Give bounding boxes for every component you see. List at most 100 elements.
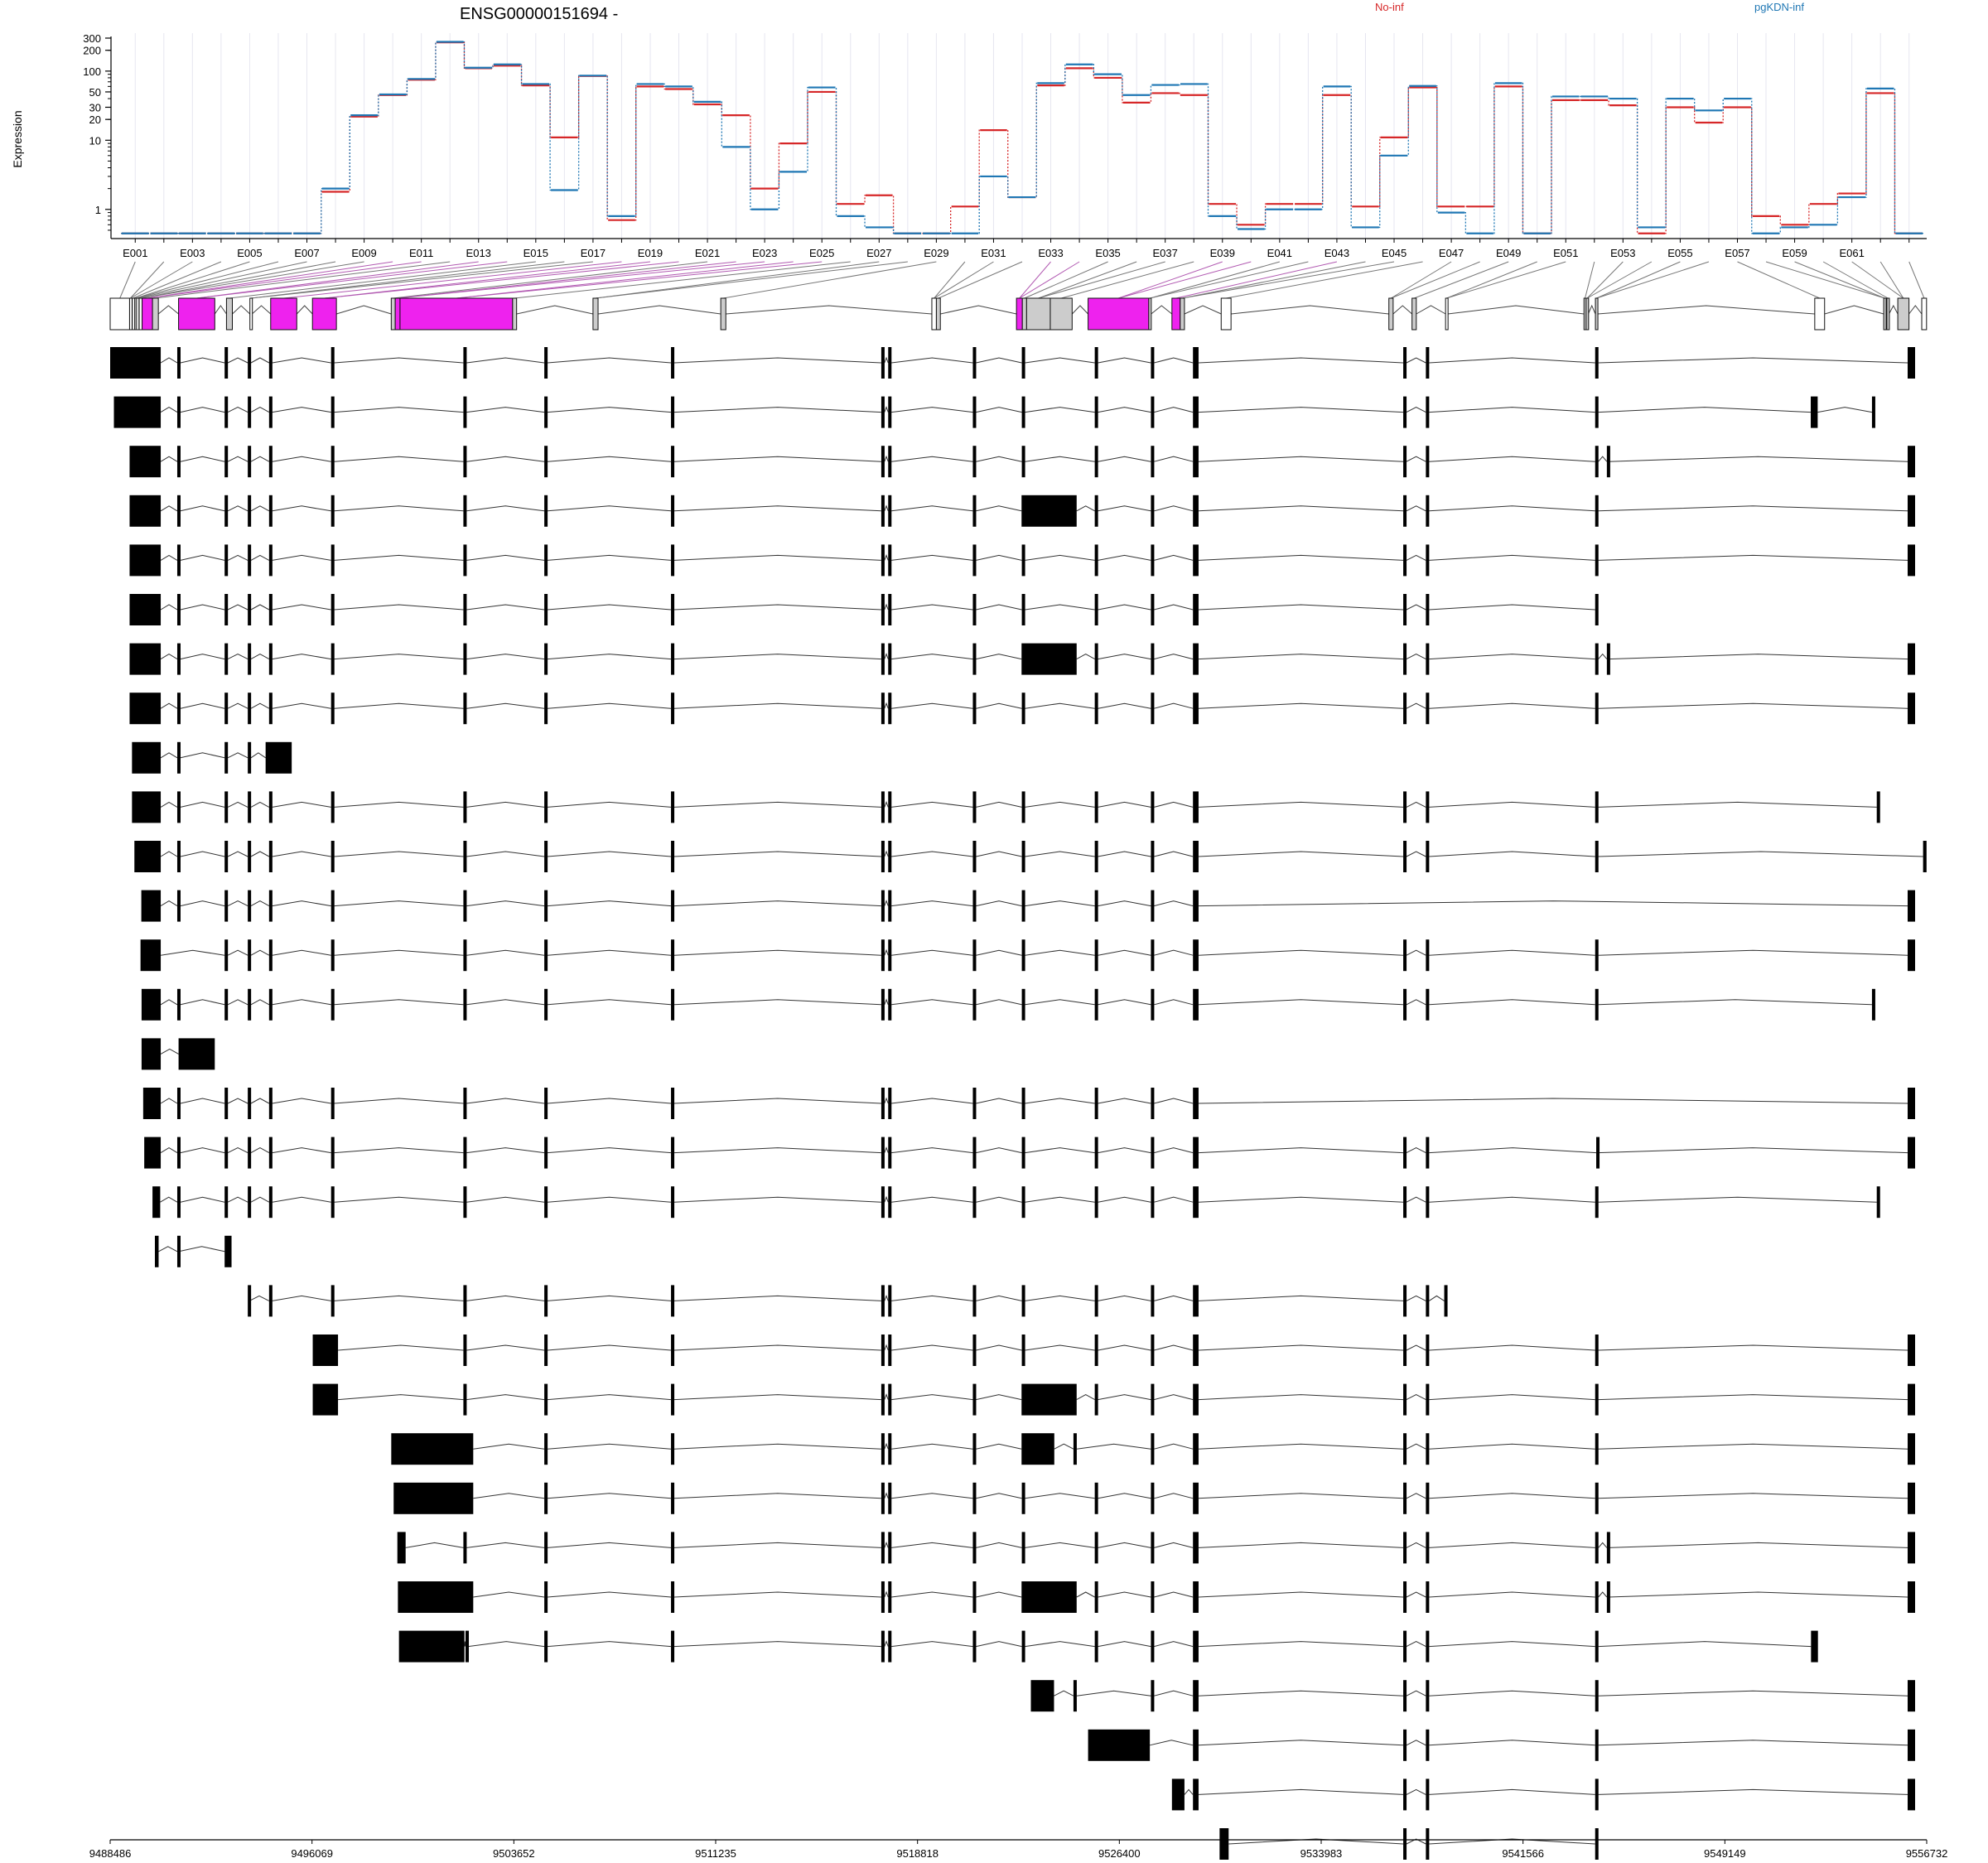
transcript-exon [1595, 1581, 1599, 1613]
transcript-exon [331, 988, 335, 1021]
transcript [312, 1383, 1915, 1416]
transcript-exon [1595, 1186, 1599, 1219]
transcript [129, 544, 1915, 577]
model-exon [720, 297, 726, 331]
intron-line [250, 407, 270, 413]
exon-label: E045 [1382, 247, 1407, 259]
exon-connector [130, 261, 165, 299]
transcript-exon [268, 890, 273, 922]
intron-line [976, 357, 1022, 364]
intron-line [334, 999, 464, 1006]
transcript-exon [888, 1433, 892, 1465]
transcript-exon [1426, 495, 1430, 527]
transcript-exon [1595, 791, 1599, 823]
transcript-exon [1151, 1433, 1155, 1465]
exon-label: E021 [695, 247, 720, 259]
transcript-exon [1193, 1779, 1199, 1811]
intron-line [1025, 1196, 1095, 1203]
y-tick-label: 1 [95, 204, 101, 216]
intron-line [1406, 456, 1426, 462]
exon-label: E043 [1325, 247, 1349, 259]
intron-line [673, 801, 881, 808]
intron-line [976, 702, 1022, 709]
transcript-exon [1907, 1383, 1915, 1416]
transcript-exon [972, 1088, 977, 1119]
transcript-exon [331, 791, 335, 823]
model-exon [592, 297, 599, 331]
intron-line [1198, 999, 1404, 1006]
transcript-exon [224, 1186, 229, 1219]
transcript-exon [393, 1482, 474, 1514]
transcript-exon [1193, 594, 1199, 625]
transcript-exon [1193, 1729, 1199, 1761]
transcript-exon [224, 988, 229, 1021]
intron-line [466, 1295, 545, 1301]
transcript-exon [888, 1335, 892, 1366]
transcript-exon [1426, 1482, 1430, 1514]
intron-line [272, 407, 331, 413]
intron-line [1198, 702, 1404, 709]
transcript-exon [544, 347, 548, 379]
transcript-exon [1094, 1137, 1098, 1169]
transcript-exon [331, 1137, 335, 1169]
intron-line [1598, 1690, 1908, 1696]
transcript-exon [331, 1285, 335, 1317]
transcript-exon [1426, 1779, 1430, 1811]
intron-line [1429, 1394, 1595, 1401]
transcript-exon [544, 988, 548, 1021]
intron-line [940, 305, 1017, 315]
legend-entry-no-inf: No-inf [1375, 1, 1404, 13]
intron-line [976, 1443, 1022, 1450]
intron-line [334, 456, 464, 462]
transcript-exon [176, 1235, 181, 1267]
intron-line [673, 999, 881, 1006]
transcript-exon [544, 495, 548, 527]
intron-line [227, 752, 248, 759]
model-exon [1171, 297, 1181, 331]
intron-line [1429, 1740, 1595, 1746]
transcript-exon [881, 495, 885, 527]
transcript-exon [1403, 1137, 1407, 1169]
transcript-exon [881, 1532, 885, 1564]
intron-line [516, 305, 594, 315]
intron-line [1025, 554, 1095, 561]
transcript-exon [1094, 544, 1098, 577]
transcript-exon [1403, 1285, 1407, 1317]
intron-line [250, 900, 270, 907]
transcript-exon [176, 741, 181, 774]
intron-line [884, 1393, 889, 1400]
transcript-exon [1403, 1335, 1407, 1366]
transcript-exon [268, 1186, 273, 1219]
intron-line [466, 1196, 545, 1203]
exon-connector [595, 261, 908, 299]
genomic-tick-label: 9533983 [1300, 1847, 1343, 1860]
model-exon [1049, 297, 1073, 331]
transcript-exon [1907, 347, 1915, 379]
intron-line [272, 1295, 331, 1301]
model-exon [1220, 297, 1232, 331]
model-exon [1180, 297, 1185, 331]
exon-connector [1446, 261, 1566, 299]
intron-line [1198, 604, 1404, 611]
intron-line [1098, 1641, 1151, 1648]
intron-line [1198, 505, 1404, 512]
transcript-exon [972, 939, 977, 972]
intron-line [180, 1196, 225, 1203]
intron-line [547, 1591, 672, 1598]
transcript-exon [1426, 396, 1430, 428]
intron-line [884, 504, 889, 511]
intron-line [1406, 949, 1426, 956]
transcript-exon [671, 1335, 675, 1366]
intron-line [296, 305, 313, 315]
intron-line [180, 357, 225, 364]
transcript-exon [1151, 1532, 1155, 1564]
transcript-exon [1595, 347, 1599, 379]
intron-line [1429, 801, 1595, 808]
transcript-exon [463, 544, 467, 577]
transcript-exon [224, 741, 229, 774]
transcript-exon [888, 643, 892, 675]
transcript-exon [888, 1581, 892, 1613]
transcript-exon [268, 446, 273, 478]
intron-line [1154, 999, 1194, 1006]
intron-line [1154, 1591, 1194, 1598]
